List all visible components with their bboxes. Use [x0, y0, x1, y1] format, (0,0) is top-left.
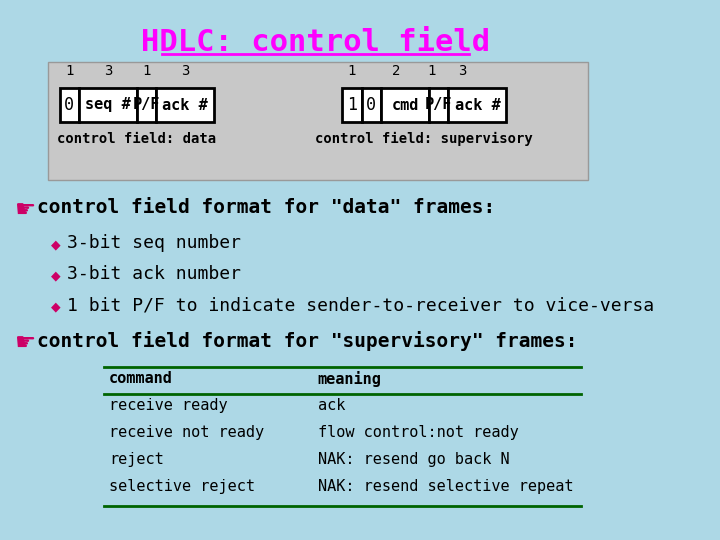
- FancyBboxPatch shape: [137, 88, 156, 122]
- Text: HDLC: control field: HDLC: control field: [141, 28, 490, 57]
- Text: ◆: ◆: [51, 300, 60, 313]
- Text: seq #: seq #: [85, 98, 131, 112]
- Text: 1: 1: [143, 64, 150, 78]
- FancyBboxPatch shape: [361, 88, 381, 122]
- Text: 3: 3: [181, 64, 189, 78]
- FancyBboxPatch shape: [342, 88, 361, 122]
- Text: 1: 1: [65, 64, 73, 78]
- Text: flow control:not ready: flow control:not ready: [318, 425, 518, 440]
- Text: NAK: resend selective repeat: NAK: resend selective repeat: [318, 479, 573, 494]
- FancyBboxPatch shape: [79, 88, 137, 122]
- FancyBboxPatch shape: [48, 62, 588, 180]
- Text: meaning: meaning: [318, 371, 382, 387]
- Text: selective reject: selective reject: [109, 479, 255, 494]
- Text: ☛: ☛: [14, 331, 35, 355]
- FancyBboxPatch shape: [60, 88, 79, 122]
- Text: ☛: ☛: [14, 198, 35, 222]
- Text: P/F: P/F: [133, 98, 161, 112]
- Text: 2: 2: [392, 64, 401, 78]
- Text: control field format for "data" frames:: control field format for "data" frames:: [37, 198, 495, 217]
- FancyBboxPatch shape: [429, 88, 449, 122]
- Text: 3: 3: [459, 64, 467, 78]
- Text: 0: 0: [366, 96, 377, 114]
- Text: command: command: [109, 371, 173, 386]
- Text: ◆: ◆: [51, 269, 60, 282]
- Text: 3-bit seq number: 3-bit seq number: [67, 234, 240, 252]
- Text: 1 bit P/F to indicate sender-to-receiver to vice-versa: 1 bit P/F to indicate sender-to-receiver…: [67, 296, 654, 314]
- Text: receive ready: receive ready: [109, 398, 228, 413]
- FancyBboxPatch shape: [449, 88, 506, 122]
- Text: receive not ready: receive not ready: [109, 425, 264, 440]
- Text: NAK: resend go back N: NAK: resend go back N: [318, 452, 509, 467]
- Text: ack #: ack #: [162, 98, 208, 112]
- Text: reject: reject: [109, 452, 163, 467]
- Text: 0: 0: [64, 96, 74, 114]
- FancyBboxPatch shape: [156, 88, 214, 122]
- Text: ack: ack: [318, 398, 345, 413]
- Text: 1: 1: [347, 96, 357, 114]
- Text: control field: data: control field: data: [58, 132, 217, 146]
- Text: 1: 1: [348, 64, 356, 78]
- Text: P/F: P/F: [425, 98, 452, 112]
- Text: 3-bit ack number: 3-bit ack number: [67, 265, 240, 283]
- FancyBboxPatch shape: [381, 88, 429, 122]
- Text: 1: 1: [428, 64, 436, 78]
- Text: 3: 3: [104, 64, 112, 78]
- Text: ack #: ack #: [454, 98, 500, 112]
- Text: control field format for "supervisory" frames:: control field format for "supervisory" f…: [37, 331, 577, 351]
- Text: ◆: ◆: [51, 238, 60, 251]
- Text: control field: supervisory: control field: supervisory: [315, 132, 534, 146]
- Text: cmd: cmd: [391, 98, 419, 112]
